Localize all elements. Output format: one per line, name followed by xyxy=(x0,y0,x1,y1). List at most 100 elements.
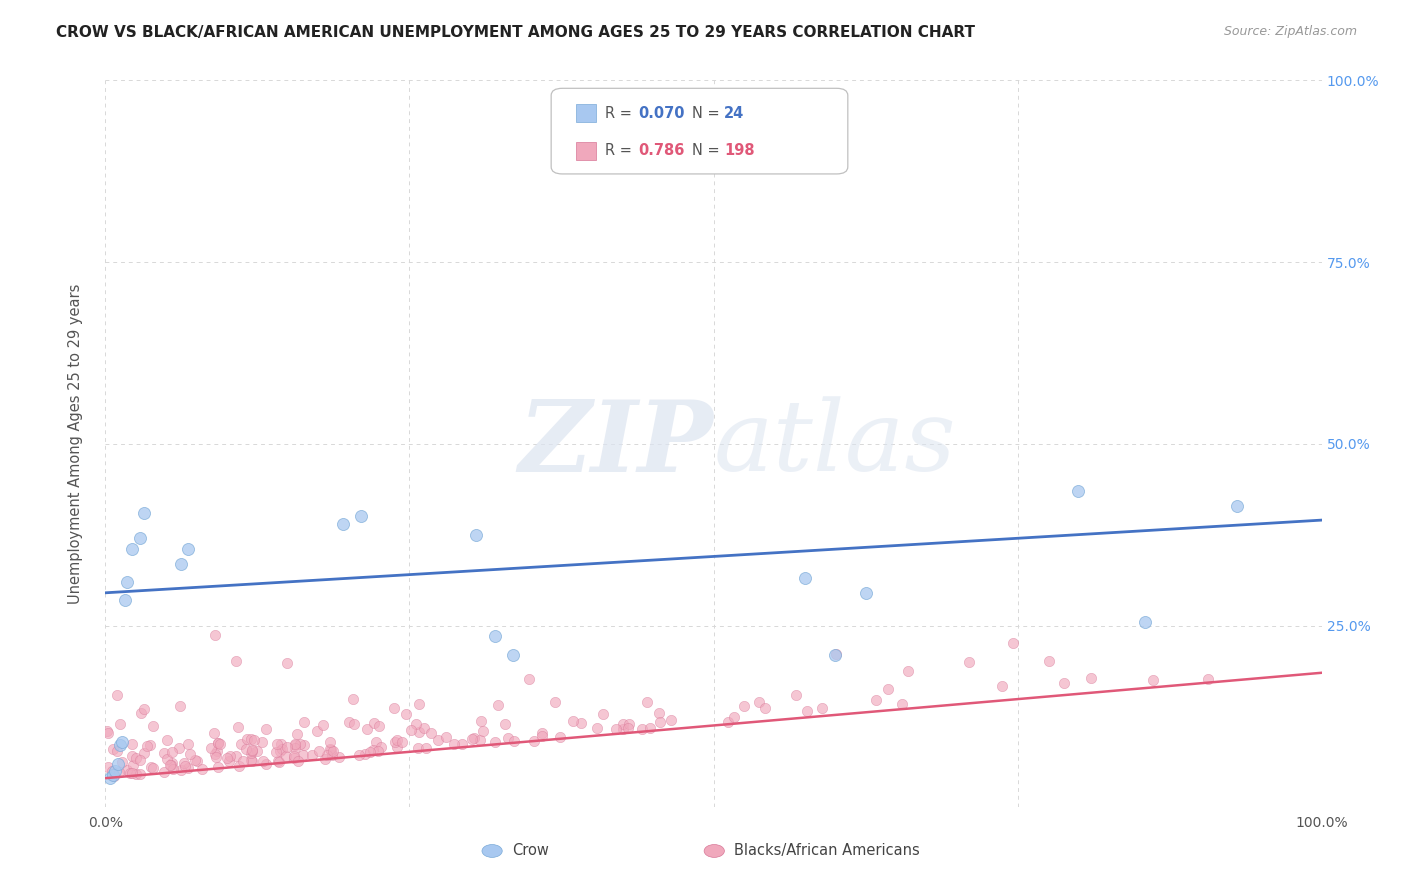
Point xyxy=(636,695,658,709)
Point xyxy=(612,722,634,736)
Point xyxy=(104,764,127,778)
Point xyxy=(328,750,350,764)
Point xyxy=(891,698,914,712)
Point xyxy=(156,752,179,766)
Point xyxy=(957,655,980,669)
Point xyxy=(240,754,263,768)
Point xyxy=(496,731,519,745)
Point xyxy=(405,717,427,731)
Point xyxy=(434,730,457,744)
Point xyxy=(364,735,387,749)
Point xyxy=(252,754,274,768)
Text: CROW VS BLACK/AFRICAN AMERICAN UNEMPLOYMENT AMONG AGES 25 TO 29 YEARS CORRELATIO: CROW VS BLACK/AFRICAN AMERICAN UNEMPLOYM… xyxy=(56,25,976,40)
Point xyxy=(350,509,373,524)
Point xyxy=(733,698,755,713)
Point xyxy=(110,717,132,731)
Point xyxy=(408,697,430,711)
Point xyxy=(321,747,343,762)
Point xyxy=(356,722,378,736)
Point xyxy=(264,745,287,759)
Point xyxy=(179,747,201,762)
Point xyxy=(288,738,311,752)
Point xyxy=(318,735,340,749)
Point xyxy=(897,664,920,678)
Point xyxy=(207,744,229,758)
Point xyxy=(121,765,143,780)
Point xyxy=(269,744,291,758)
Point xyxy=(250,735,273,749)
Point xyxy=(502,648,524,662)
Point xyxy=(204,628,226,642)
Point xyxy=(810,701,832,715)
Point xyxy=(1080,671,1102,685)
Point xyxy=(153,764,176,779)
Point xyxy=(267,755,290,769)
Point xyxy=(368,718,391,732)
Point xyxy=(142,761,165,775)
Point xyxy=(638,722,661,736)
Point xyxy=(316,747,339,762)
Point xyxy=(312,718,335,732)
Point xyxy=(648,706,671,721)
Text: 0.786: 0.786 xyxy=(638,144,685,158)
Point xyxy=(443,737,465,751)
Point xyxy=(200,740,222,755)
Point xyxy=(292,738,315,752)
Point xyxy=(384,735,406,749)
Point xyxy=(824,647,846,661)
Point xyxy=(240,731,263,746)
Point xyxy=(98,771,121,785)
Point xyxy=(254,722,277,736)
Point xyxy=(1197,672,1219,686)
Point xyxy=(503,733,526,747)
Point xyxy=(785,688,807,702)
Point xyxy=(605,722,627,736)
Point xyxy=(1135,615,1157,629)
Point xyxy=(245,744,267,758)
Point xyxy=(101,741,124,756)
Point xyxy=(121,542,143,557)
Point xyxy=(319,741,342,756)
Point xyxy=(228,759,250,773)
Point xyxy=(156,733,179,747)
Point xyxy=(142,719,165,733)
Point xyxy=(125,766,148,780)
Point xyxy=(420,725,443,739)
Point xyxy=(276,740,298,755)
Point xyxy=(385,740,408,755)
Point xyxy=(517,672,540,686)
Point xyxy=(342,691,364,706)
Point xyxy=(486,698,509,712)
Point xyxy=(160,758,183,772)
Point xyxy=(107,756,129,771)
Point xyxy=(321,742,343,756)
Point xyxy=(141,759,163,773)
Point xyxy=(284,740,307,755)
Point xyxy=(266,737,288,751)
Point xyxy=(103,769,125,783)
Point xyxy=(855,586,877,600)
Text: atlas: atlas xyxy=(713,396,956,491)
Point xyxy=(630,723,652,737)
Point xyxy=(648,714,671,729)
Point xyxy=(170,763,193,777)
Point xyxy=(186,754,208,768)
Point xyxy=(283,738,305,752)
Point xyxy=(283,748,305,763)
Point xyxy=(177,761,200,775)
Point xyxy=(461,732,484,747)
Point xyxy=(111,756,134,770)
Point xyxy=(225,654,247,668)
Point xyxy=(232,755,254,769)
Point xyxy=(824,648,846,662)
Point xyxy=(1142,673,1164,687)
Point xyxy=(1038,654,1060,668)
Point xyxy=(530,729,553,743)
Point xyxy=(347,747,370,762)
Point xyxy=(287,754,309,768)
Point xyxy=(169,698,191,713)
Point xyxy=(991,680,1014,694)
Point xyxy=(314,752,336,766)
Point xyxy=(616,721,638,735)
Point xyxy=(204,747,226,761)
